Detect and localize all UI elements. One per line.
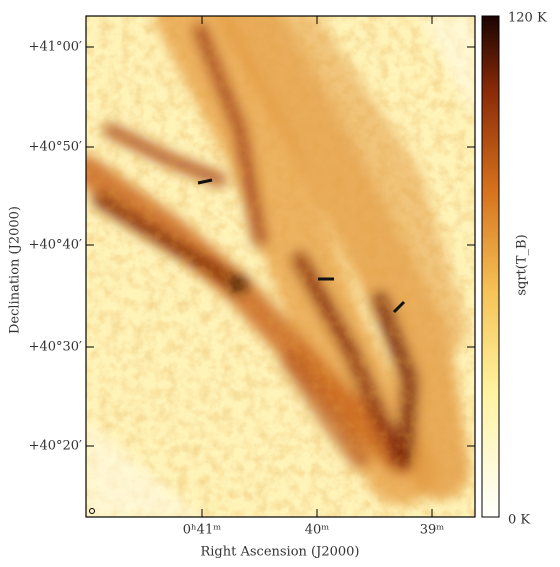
colorbar-label: sqrt(T_B) <box>515 234 530 295</box>
x-tick-label: 0ʰ41ᵐ <box>183 523 221 538</box>
y-tick-label: +40°20′ <box>29 439 82 454</box>
y-tick-label: +40°50′ <box>29 140 82 155</box>
axis-ticks: +41°00′ +40°50′ +40°40′ +40°30′ +40°20′ 0ʰ41ᵐ… <box>29 16 475 538</box>
y-tick-label: +40°40′ <box>29 238 82 253</box>
plot-frame <box>85 15 476 518</box>
x-axis-label: Right Ascension (J2000) <box>200 545 359 560</box>
beam <box>89 508 95 514</box>
y-tick-label: +40°30′ <box>29 340 82 355</box>
sky-image <box>86 16 475 517</box>
colorbar <box>481 15 500 518</box>
y-tick-label: +41°00′ <box>29 40 82 55</box>
y-axis-label: Declination (J2000) <box>8 206 23 334</box>
x-tick-label: 39ᵐ <box>420 523 445 538</box>
x-tick-label: 40ᵐ <box>305 523 330 538</box>
colorbar-min: 0 K <box>508 513 530 528</box>
colorbar-max: 120 K <box>508 11 547 26</box>
